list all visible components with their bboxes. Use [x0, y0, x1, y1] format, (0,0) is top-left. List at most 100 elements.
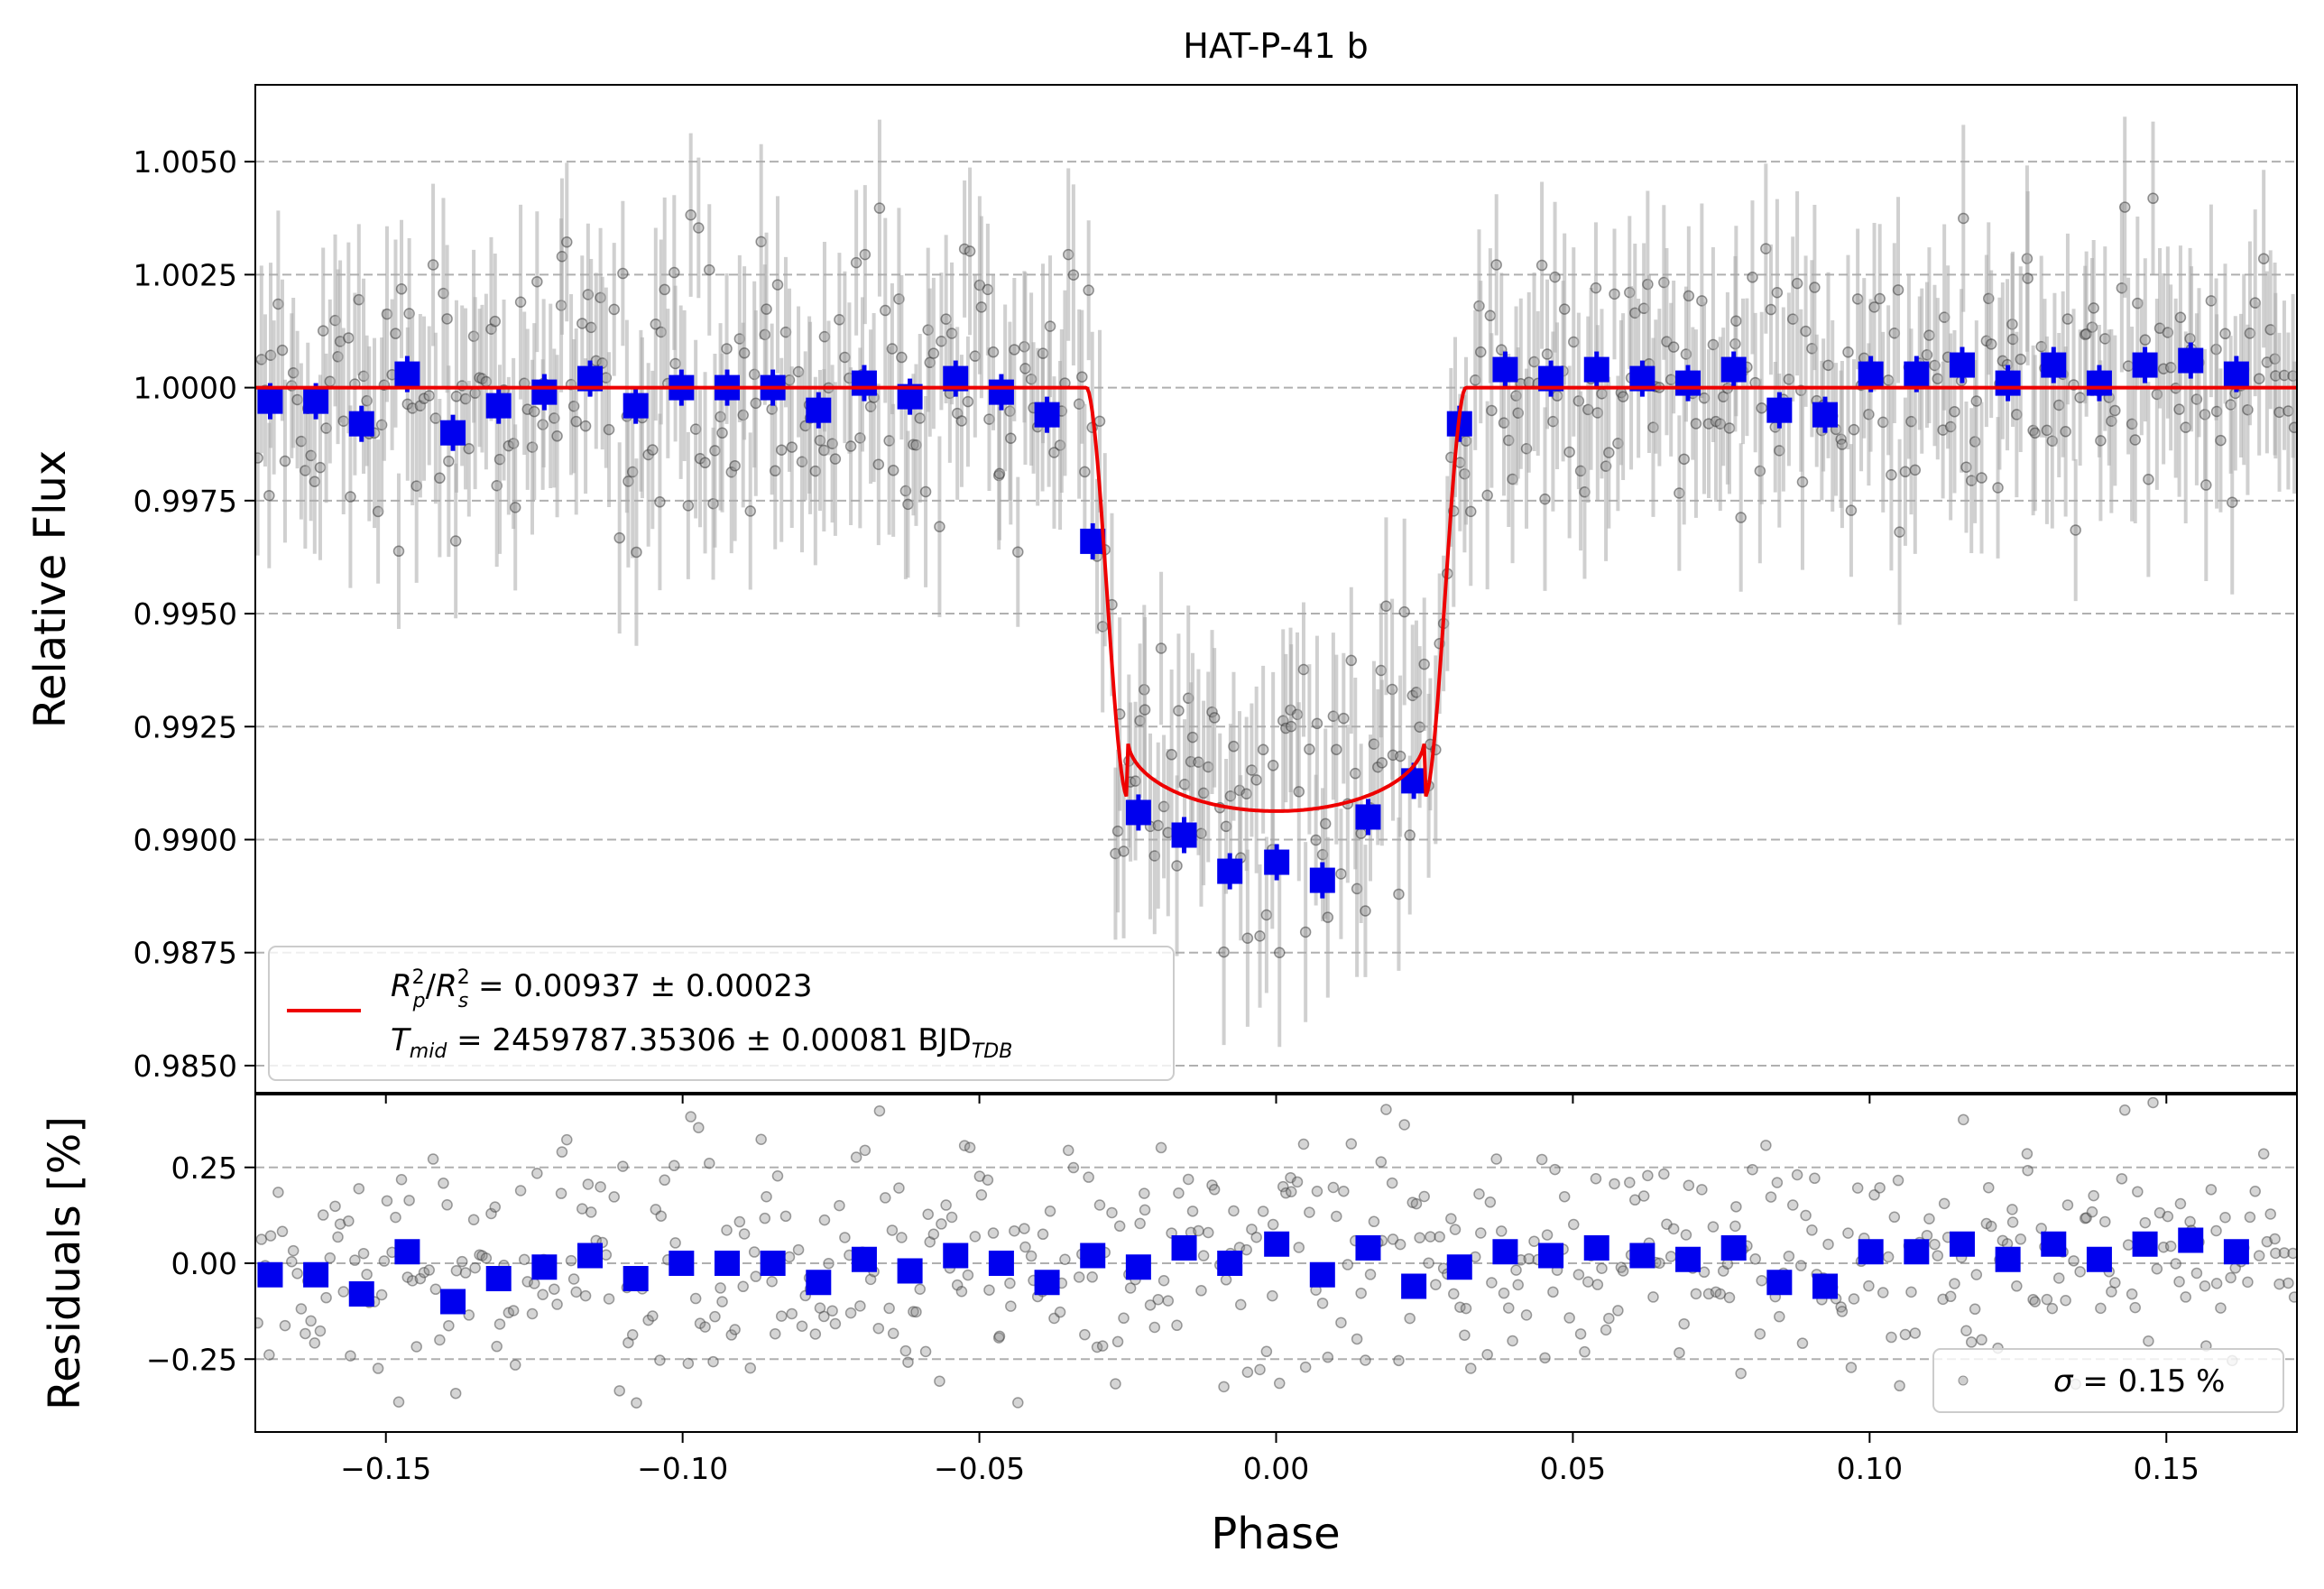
residual-raw-point [2278, 1247, 2291, 1259]
raw-data-point [887, 465, 899, 476]
residual-binned-point [2132, 1231, 2158, 1257]
residual-raw-point [1949, 1278, 1960, 1289]
residual-raw-point [1579, 1345, 1591, 1358]
raw-data-point [1005, 432, 1017, 444]
raw-data-point [2095, 435, 2107, 447]
residual-raw-point [975, 1189, 988, 1201]
residual-raw-point [2029, 1296, 2041, 1307]
residual-raw-point [927, 1228, 940, 1241]
residual-binned-point [1264, 1231, 1290, 1257]
residual-raw-point [1086, 1271, 1098, 1283]
binned-data-point [1217, 858, 1243, 884]
residual-raw-point [1062, 1144, 1074, 1157]
residual-raw-point [1723, 1291, 1736, 1304]
residual-raw-point [1311, 1186, 1323, 1197]
residual-raw-point [1882, 1251, 1895, 1263]
residual-raw-point [883, 1302, 895, 1315]
residual-raw-point [2095, 1302, 2107, 1315]
raw-data-point [1311, 717, 1323, 730]
residual-raw-point [287, 1244, 300, 1257]
raw-data-point [1293, 786, 1305, 798]
residual-raw-point [647, 1310, 659, 1322]
residual-raw-point [844, 1307, 857, 1319]
raw-data-point [1380, 600, 1392, 613]
raw-data-point [2139, 334, 2152, 346]
main-y-tick-label: 0.9975 [134, 484, 237, 519]
residual-raw-point [899, 1344, 912, 1357]
residual-raw-point [1173, 1187, 1185, 1199]
residual-raw-point [1414, 1232, 1425, 1244]
residual-raw-point [2249, 1186, 2261, 1197]
raw-data-point [1254, 930, 1266, 942]
residual-raw-point [291, 1268, 303, 1280]
raw-data-point [1886, 469, 1897, 481]
binned-data-point [1034, 402, 1060, 428]
residual-raw-point [1218, 1381, 1230, 1393]
residual-raw-point [300, 1327, 311, 1340]
residual-raw-point [2264, 1208, 2276, 1220]
residual-raw-point [372, 1363, 384, 1374]
residual-raw-point [1658, 1168, 1670, 1180]
raw-data-point [1338, 712, 1350, 725]
residual-raw-point [2068, 1255, 2080, 1267]
residual-raw-point [682, 1357, 695, 1370]
binned-data-point [1904, 361, 1930, 387]
residual-raw-point [1600, 1324, 1612, 1336]
residual-raw-point [1113, 1220, 1126, 1233]
binned-data-point [1309, 867, 1335, 893]
residual-raw-point [1822, 1238, 1834, 1251]
binned-data-point [2041, 352, 2067, 378]
residual-raw-point [1985, 1220, 1997, 1233]
residual-raw-point [631, 1397, 642, 1409]
raw-data-point [873, 202, 886, 214]
binned-data-point [1264, 849, 1290, 875]
residual-raw-point [826, 1305, 838, 1316]
residual-raw-point [1254, 1363, 1266, 1376]
residual-raw-point [286, 1256, 298, 1268]
residual-raw-point [427, 1153, 439, 1165]
residual-raw-point [910, 1306, 922, 1318]
raw-data-point [693, 222, 705, 234]
raw-data-point [1590, 282, 1602, 294]
binned-data-point [2132, 352, 2158, 378]
raw-data-point [1690, 418, 1702, 430]
raw-data-point [1486, 404, 1498, 417]
residual-raw-point [1765, 1191, 1777, 1203]
residual-raw-point [1054, 1306, 1066, 1318]
residual-raw-point [595, 1181, 606, 1193]
residual-raw-point [2180, 1291, 2191, 1303]
residual-raw-point [1899, 1328, 1912, 1341]
residual-raw-point [1637, 1190, 1650, 1202]
residual-raw-point [1106, 1206, 1118, 1219]
residual-raw-point [2164, 1240, 2177, 1252]
residual-raw-point [1195, 1285, 1207, 1297]
residual-binned-point [1949, 1231, 1975, 1257]
main-ylabel: Relative Flux [25, 450, 76, 729]
raw-data-point [279, 455, 291, 467]
raw-data-point [1241, 932, 1254, 944]
binned-data-point [2086, 370, 2112, 396]
residual-raw-point [1698, 1266, 1711, 1279]
residual-raw-point [565, 1254, 577, 1267]
residual-raw-point [626, 1329, 639, 1341]
residual-raw-point [1009, 1224, 1020, 1237]
residual-binned-point [622, 1266, 649, 1291]
residual-raw-point [1886, 1331, 1897, 1344]
raw-data-point [659, 283, 670, 296]
raw-data-point [514, 296, 527, 308]
residual-raw-point [887, 1327, 899, 1340]
residual-raw-point [1473, 1187, 1485, 1200]
residual-binned-point [348, 1281, 374, 1307]
binned-data-point [1949, 352, 1975, 378]
residual-raw-point [531, 1168, 543, 1179]
residual-raw-point [263, 1349, 275, 1361]
residual-raw-point [2088, 1189, 2099, 1202]
x-tick-label: 0.10 [1837, 1451, 1903, 1486]
raw-data-point [1465, 505, 1477, 518]
residual-raw-point [1714, 1288, 1727, 1300]
binned-data-point [1125, 799, 1151, 826]
residual-raw-point [880, 1192, 891, 1204]
raw-data-point [2118, 201, 2131, 213]
residual-raw-point [919, 1345, 932, 1358]
residual-raw-point [509, 1359, 521, 1371]
